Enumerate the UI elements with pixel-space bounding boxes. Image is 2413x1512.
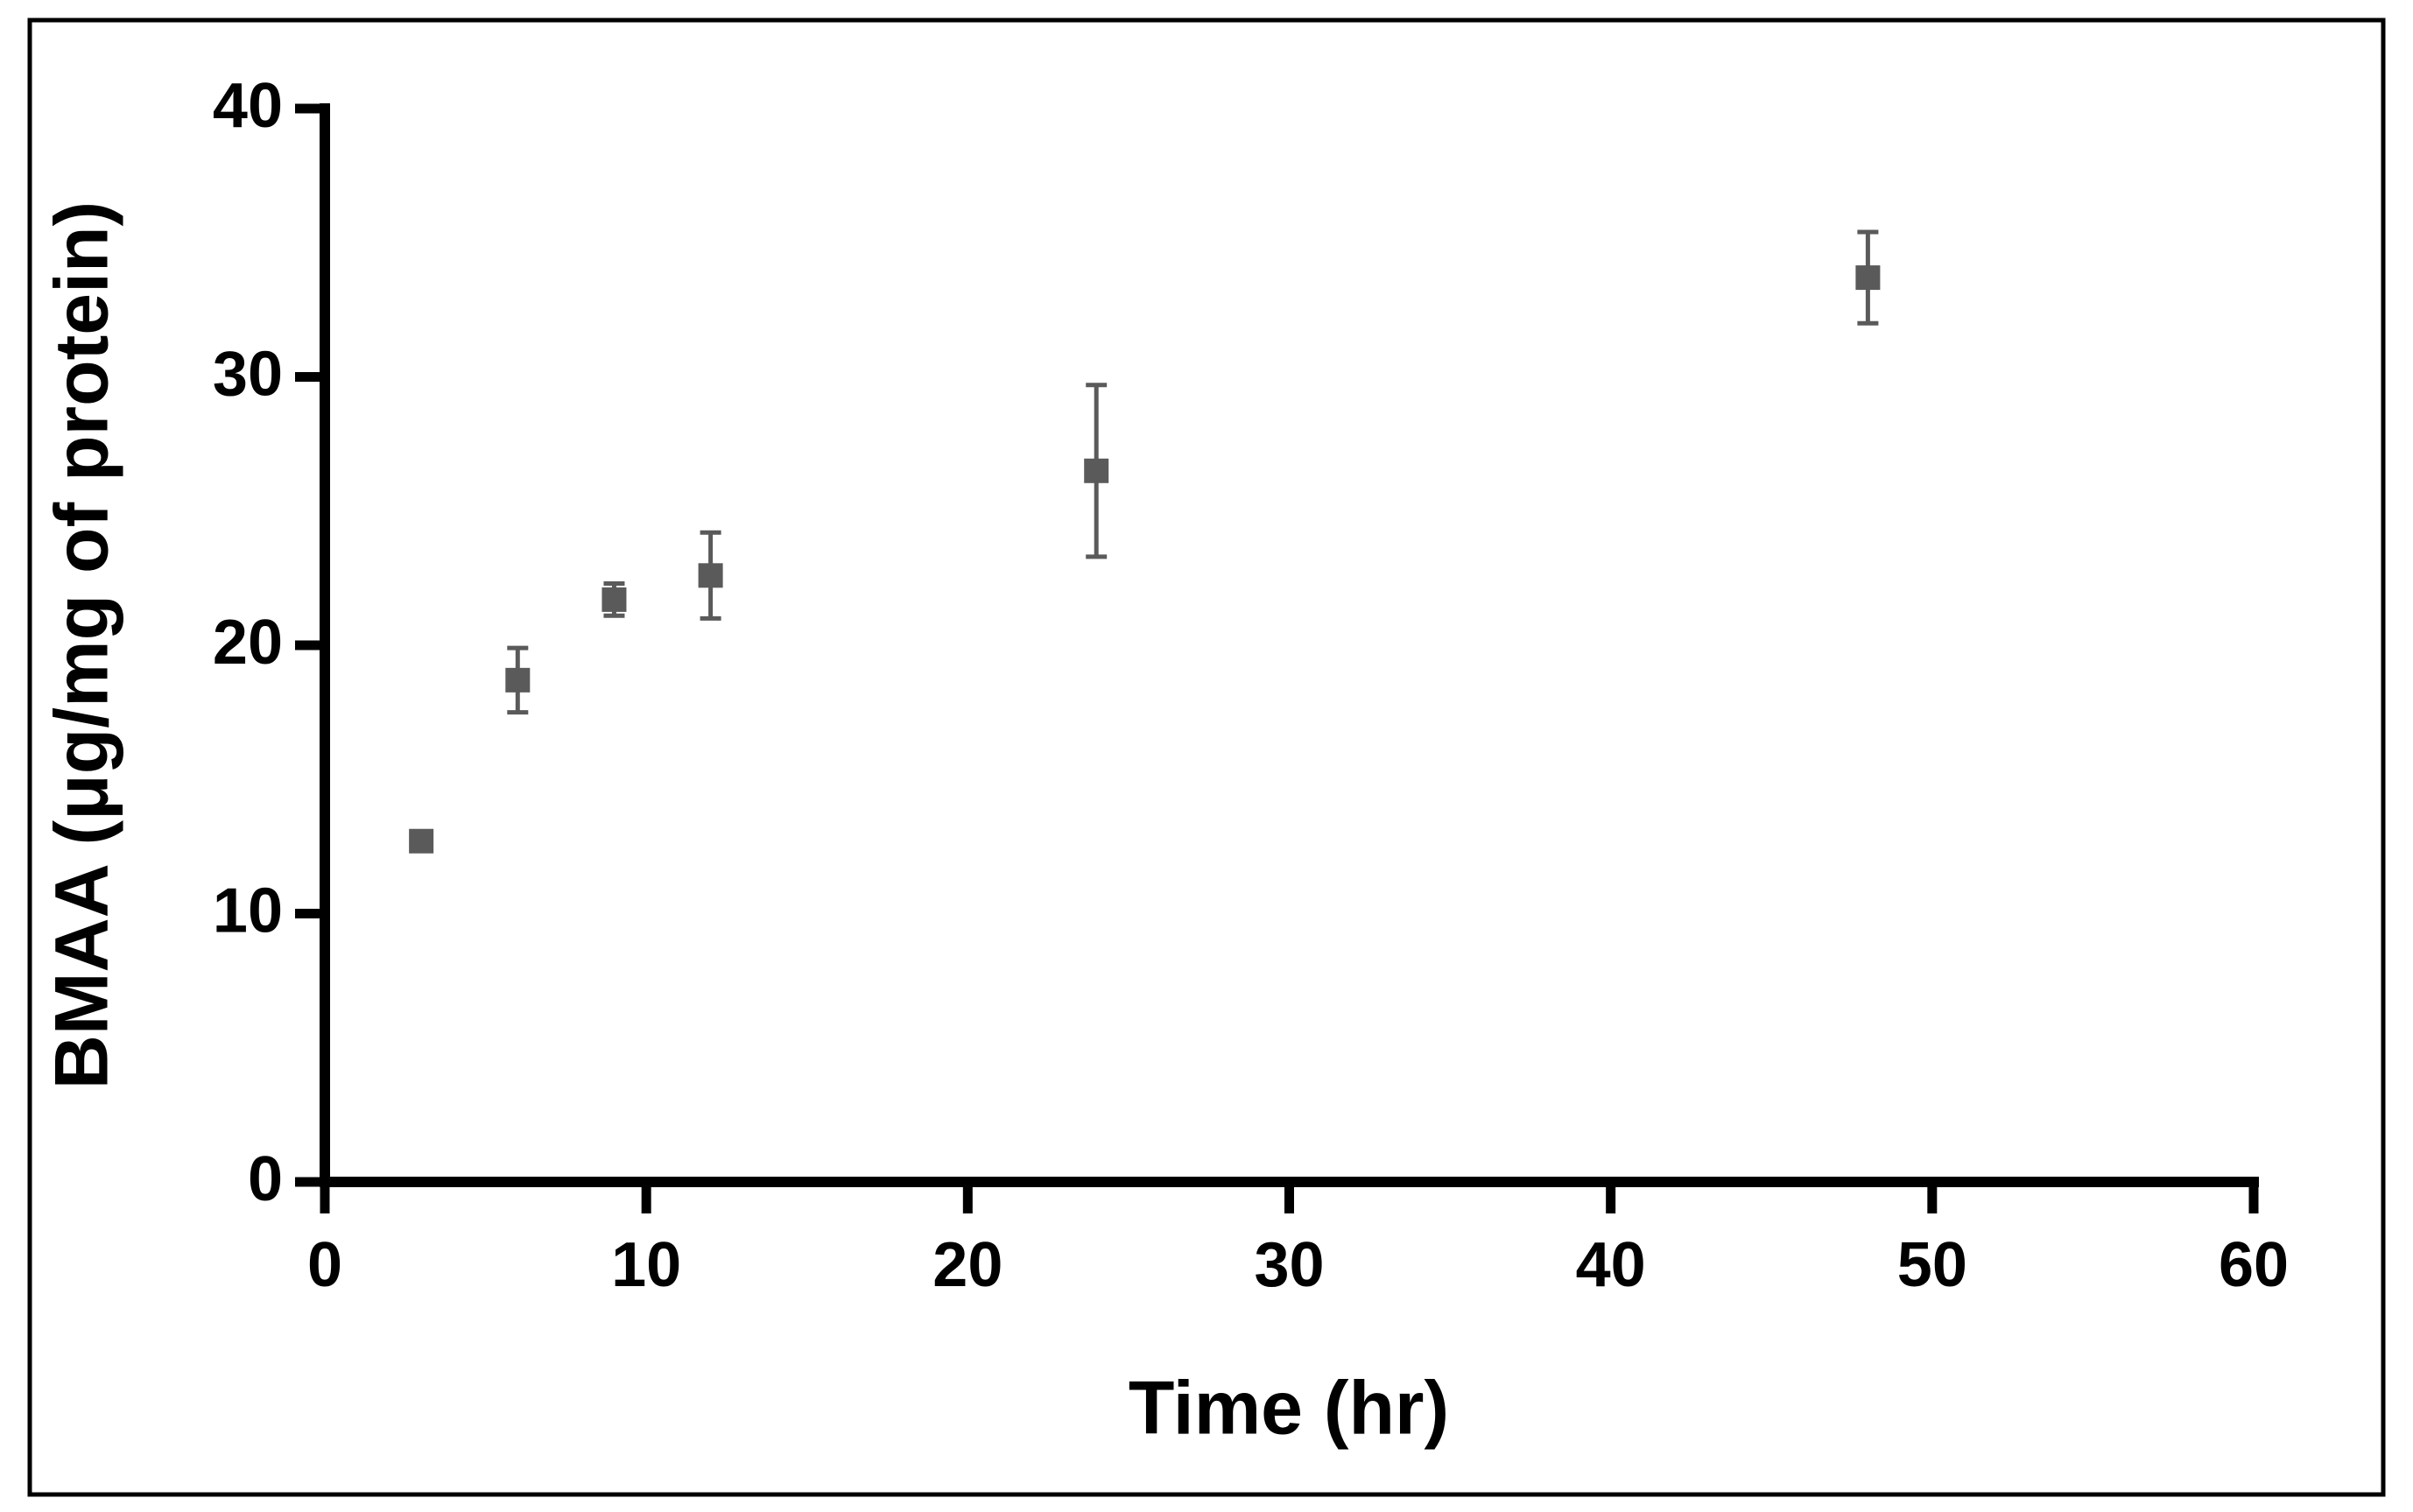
- x-tick-label: 40: [1576, 1230, 1646, 1300]
- y-tick-label: 30: [213, 340, 283, 410]
- y-tick-label: 10: [213, 876, 283, 946]
- x-tick-label: 50: [1897, 1230, 1967, 1300]
- x-axis-title: Time (hr): [1129, 1367, 1449, 1451]
- data-point: [1855, 265, 1881, 291]
- x-tick-label: 10: [611, 1230, 681, 1300]
- y-tick-label: 40: [213, 71, 283, 141]
- frame: [27, 18, 2386, 1497]
- data-point: [409, 828, 434, 854]
- y-tick-label: 20: [213, 608, 283, 678]
- y-axis-title: BMAA (μg/mg of protein): [40, 201, 124, 1089]
- data-point: [698, 563, 723, 588]
- data-point: [601, 587, 627, 612]
- x-tick-label: 20: [932, 1230, 1002, 1300]
- x-tick-label: 30: [1254, 1230, 1324, 1300]
- x-tick-label: 60: [2219, 1230, 2289, 1300]
- x-tick-label: 0: [307, 1230, 342, 1300]
- y-tick-label: 0: [248, 1144, 283, 1214]
- data-point: [1084, 458, 1109, 483]
- data-point: [505, 667, 531, 693]
